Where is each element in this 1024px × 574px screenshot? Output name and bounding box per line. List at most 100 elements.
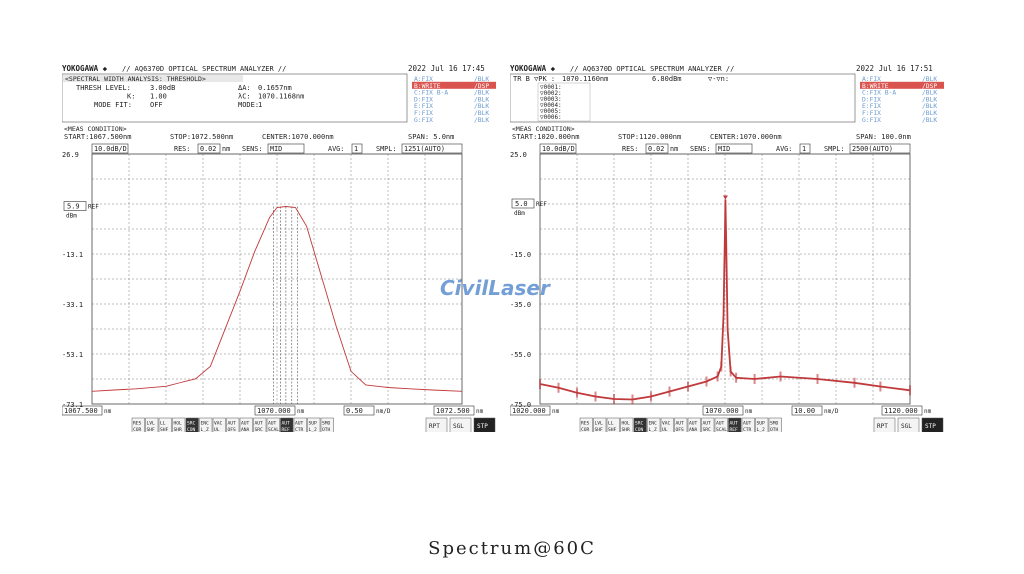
lambda-row-label: ▽0002: — [540, 90, 562, 97]
softkey-label: SMO — [322, 421, 331, 427]
smpl-label: SMPL: — [824, 145, 844, 153]
osa-left-svg: YOKOGAWA ◆ // AQ6370D OPTICAL SPECTRUM AN… — [62, 64, 496, 432]
lambda-row-label: ▽0001: — [540, 84, 562, 91]
sens-value: MID — [270, 145, 282, 153]
sweep-button-stp[interactable] — [473, 417, 496, 432]
sweep-button-rpt[interactable] — [873, 417, 896, 432]
x-center-box — [254, 405, 296, 416]
noise-band — [539, 361, 911, 405]
x-div-unit: nm/D — [376, 408, 391, 415]
softkey-label: AUT — [730, 421, 739, 427]
start-wavelength: START:1067.500nm — [64, 133, 131, 141]
osa-right-svg: YOKOGAWA ◆ // AQ6370D OPTICAL SPECTRUM AN… — [510, 64, 944, 432]
softkey-button — [579, 417, 593, 432]
softkey-button — [280, 417, 294, 432]
header-param-label: MODE: — [238, 101, 259, 109]
softkey-button — [660, 417, 674, 432]
sweep-button-sgl[interactable] — [897, 417, 920, 432]
res-value: 0.02 — [648, 145, 664, 153]
softkey-label: ENC — [201, 421, 210, 427]
res-unit: nm — [670, 145, 678, 153]
sweep-button-rpt[interactable] — [425, 417, 448, 432]
scale-value: 10.0dB/D — [94, 145, 127, 153]
softkey-button — [293, 417, 307, 432]
x-end-unit: nm — [924, 408, 932, 415]
scale-box — [91, 143, 129, 154]
softkey-button — [239, 417, 253, 432]
lambda-row-label: ▽0006: — [540, 114, 562, 121]
softkey-label: VAC — [662, 421, 671, 427]
softkey-label: UL — [214, 427, 220, 432]
x-start-label: 1020.000 — [512, 407, 546, 415]
softkey-label: AUT — [689, 421, 698, 427]
trace-state: E:FIX — [414, 103, 433, 110]
softkey-label: AUT — [295, 421, 304, 427]
softkey-button — [158, 417, 172, 432]
delta-label: ▽-▽n: — [708, 75, 729, 83]
y-tick-label: -55.0 — [510, 351, 531, 359]
softkey-label: SHF — [160, 427, 169, 432]
center-wavelength: CENTER:1070.000nm — [262, 133, 334, 141]
softkey-label: SUP — [757, 421, 766, 427]
sens-label: SENS: — [690, 145, 710, 153]
trace-display: /BLK — [922, 90, 937, 97]
span-value: SPAN: 100.0nm — [856, 133, 911, 141]
softkey-button — [212, 417, 226, 432]
y-tick-label: -35.0 — [510, 301, 531, 309]
x-div-label: 10.00 — [794, 407, 815, 415]
softkey-label: AUT — [703, 421, 712, 427]
softkey-label: SHF — [595, 427, 604, 432]
header-param-label: K: — [127, 93, 135, 101]
sweep-button-sgl[interactable] — [449, 417, 472, 432]
header-panel — [62, 73, 408, 123]
ref-level-box — [511, 198, 535, 209]
header-param-value: OFF — [150, 101, 163, 109]
spectrum-trace — [91, 206, 463, 392]
trace-state: F:FIX — [414, 110, 433, 117]
softkey-label: SMO — [770, 421, 779, 427]
trace-state: E:FIX — [862, 103, 881, 110]
softkey-button — [741, 417, 755, 432]
x-div-box — [343, 405, 375, 416]
res-value: 0.02 — [200, 145, 216, 153]
softkey-label: LL — [608, 421, 614, 427]
softkey-button — [307, 417, 321, 432]
y-tick-label: -73.1 — [62, 401, 83, 409]
x-start-unit: nm — [104, 408, 112, 415]
trace-display: /BLK — [922, 76, 937, 83]
softkey-button — [131, 417, 145, 432]
trace-display: /BLK — [474, 76, 489, 83]
softkey-label: CON — [635, 427, 644, 432]
trace-state: C:FIX B-A — [414, 90, 448, 97]
x-center-label: 1070.000 — [257, 407, 291, 415]
res-label: RES: — [622, 145, 638, 153]
softkey-button — [606, 417, 620, 432]
x-div-label: 0.50 — [346, 407, 363, 415]
trace-display: /BLK — [474, 90, 489, 97]
sweep-button-label: STP — [925, 423, 936, 430]
softkey-button — [253, 417, 267, 432]
y-tick-label: -13.1 — [62, 251, 83, 259]
softkey-label: AUT — [676, 421, 685, 427]
sweep-button-stp[interactable] — [921, 417, 944, 432]
model-label: // AQ6370D OPTICAL SPECTRUM ANALYZER // — [122, 65, 286, 73]
trace-state: D:FIX — [862, 96, 881, 103]
softkey-label: SUP — [309, 421, 318, 427]
smpl-label: SMPL: — [376, 145, 396, 153]
trace-state: C:FIX B-A — [862, 90, 896, 97]
softkey-label: AUT — [716, 421, 725, 427]
softkey-button — [226, 417, 240, 432]
softkey-label: OFS — [676, 427, 685, 432]
trace-display: /BLK — [474, 96, 489, 103]
header-param-value: 1.00 — [150, 93, 167, 101]
sweep-button-label: RPT — [877, 423, 888, 430]
trace-display: /DSP — [474, 83, 489, 90]
softkey-button — [755, 417, 769, 432]
softkey-label: SHR — [174, 427, 183, 432]
softkey-button — [172, 417, 186, 432]
softkey-label: L_2 — [757, 427, 766, 432]
trace-display: /DSP — [922, 83, 937, 90]
softkey-label: LVL — [147, 421, 156, 427]
y-tick-label: -15.0 — [510, 251, 531, 259]
x-end-label: 1072.500 — [436, 407, 470, 415]
